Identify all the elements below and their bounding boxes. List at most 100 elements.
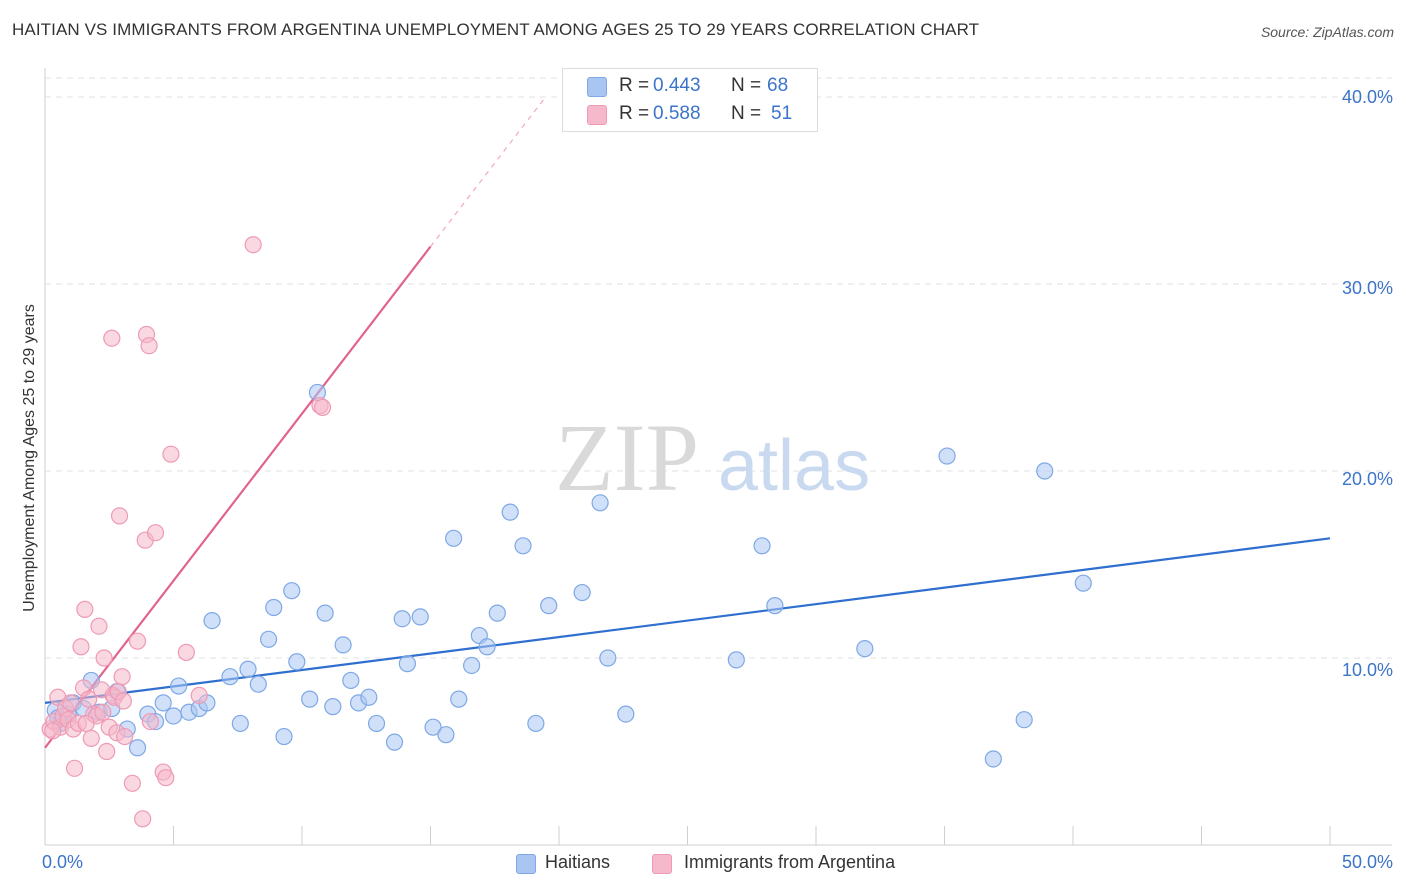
r-label: R = [619, 75, 650, 96]
legend-haitians-swatch [516, 854, 536, 874]
haitians-point [342, 671, 360, 690]
n-value: 68 [767, 75, 789, 96]
haitians-point [591, 494, 609, 512]
haitians-point [437, 726, 455, 744]
argentina-point [128, 632, 147, 650]
haitians-point [445, 529, 463, 547]
argentina-point [116, 727, 134, 746]
argentina-point [98, 742, 116, 761]
haitians-point [573, 583, 591, 602]
stats-row-haitians: R = 0.443 N = 68 [563, 73, 817, 101]
haitians-point [324, 698, 342, 716]
y-tick-label-40: 40.0% [1341, 87, 1393, 107]
haitians-point [360, 688, 378, 706]
haitians-point [527, 714, 545, 733]
haitians-point [424, 718, 442, 736]
chart-legend: Haitians Immigrants from Argentina [0, 852, 1406, 878]
argentina-point [113, 668, 131, 686]
correlation-stats-box: R = 0.443 N = 68 R = 0.588 N = 51 [562, 68, 818, 132]
haitians-point [259, 630, 278, 648]
haitians-point [501, 503, 519, 521]
argentina-point [80, 690, 98, 708]
haitians-point [856, 640, 874, 658]
haitians-point [385, 733, 404, 751]
haitians-point [283, 582, 301, 600]
argentina-point [94, 703, 112, 721]
haitians-point [316, 604, 334, 622]
haitians-point [231, 714, 249, 733]
argentina-trend-line [44, 245, 432, 749]
data-points [41, 236, 1092, 828]
haitians-point [170, 677, 188, 695]
argentina-point [82, 729, 100, 748]
x-tick-label-min: 0.0% [42, 852, 84, 872]
n-label: N = [731, 103, 762, 124]
argentina-point [190, 686, 208, 705]
argentina-point [140, 337, 158, 355]
haitians-point [753, 537, 771, 555]
y-tick-label-20: 20.0% [1341, 469, 1393, 489]
y-tick-label-10: 10.0% [1341, 660, 1393, 680]
haitians-point [617, 705, 635, 723]
chart-title: HAITIAN VS IMMIGRANTS FROM ARGENTINA UNE… [12, 20, 980, 39]
argentina-point [72, 638, 90, 656]
argentina-point [76, 600, 94, 618]
haitians-point [393, 610, 411, 628]
x-tick-label-max: 50.0% [1341, 852, 1393, 872]
argentina-point [123, 774, 141, 792]
legend-argentina-swatch [652, 854, 672, 874]
watermark: ZIP atlas [555, 404, 870, 511]
watermark-atlas: atlas [718, 426, 870, 506]
r-value: 0.443 [653, 75, 701, 96]
legend-argentina-label: Immigrants from Argentina [684, 852, 896, 872]
argentina-point [62, 694, 80, 712]
haitians-point [367, 714, 386, 733]
haitians-point [164, 707, 183, 725]
haitians-point [463, 656, 481, 675]
r-value: 0.588 [653, 103, 701, 124]
haitians-point [1015, 711, 1033, 729]
argentina-point [103, 329, 121, 347]
argentina-trend-extension [430, 95, 547, 247]
n-label: N = [731, 75, 762, 96]
argentina-point [146, 524, 165, 542]
haitians-point [239, 660, 257, 678]
argentina-point [114, 692, 132, 710]
haitians-point [1036, 462, 1054, 480]
y-tick-label-30: 30.0% [1341, 278, 1393, 298]
argentina-point [110, 507, 129, 525]
haitians-point [128, 739, 147, 757]
haitians-point [478, 638, 496, 656]
argentina-point [244, 236, 262, 254]
haitians-point [398, 655, 416, 673]
n-value: 51 [771, 103, 793, 124]
haitians-point [154, 694, 172, 712]
haitians-point [599, 649, 617, 667]
haitians-point [1074, 574, 1092, 592]
argentina-point [65, 759, 84, 777]
haitians-point [203, 611, 221, 630]
haitians-point [766, 597, 784, 615]
argentina-point [44, 722, 62, 740]
stats-row-argentina: R = 0.588 N = 51 [563, 101, 817, 129]
haitians-point [984, 750, 1002, 768]
haitians-trend-line [44, 537, 1331, 704]
r-label: R = [619, 103, 650, 124]
legend-haitians-label: Haitians [545, 852, 611, 872]
argentina-swatch [587, 105, 607, 125]
haitians-point [301, 690, 319, 708]
grid-lines [45, 77, 1392, 659]
argentina-point [157, 769, 175, 787]
haitians-point [265, 598, 283, 617]
haitians-point [275, 727, 293, 746]
argentina-point [313, 398, 332, 417]
argentina-point [134, 810, 152, 828]
haitians-point [221, 668, 239, 686]
argentina-point [90, 617, 108, 635]
haitians-point [334, 636, 352, 654]
haitians-point [488, 604, 506, 622]
argentina-point [177, 643, 195, 661]
argentina-point [141, 712, 159, 731]
argentina-point [162, 445, 180, 463]
